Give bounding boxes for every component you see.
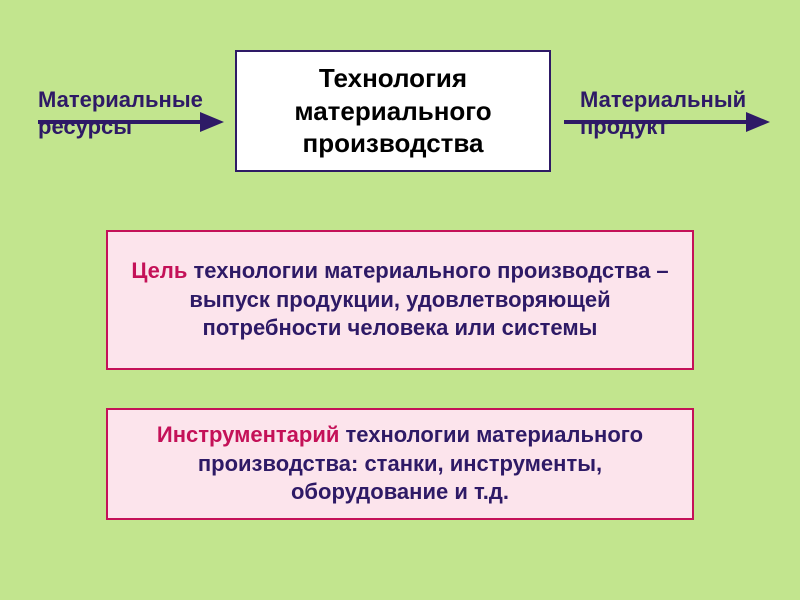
arrow-input [38, 120, 200, 124]
info-box-goal-inner: Цель технологии материального производст… [108, 247, 692, 353]
info-box-tools: Инструментарий технологии материального … [106, 408, 694, 520]
info-box-goal-rest: технологии материального производства – … [189, 258, 668, 340]
center-box-text: Технология материального производства [294, 62, 491, 160]
info-box-goal-accent: Цель [131, 258, 193, 283]
info-box-goal: Цель технологии материального производст… [106, 230, 694, 370]
input-label-text: Материальные ресурсы [38, 87, 203, 140]
arrow-output-head [746, 112, 770, 132]
arrow-output [564, 120, 746, 124]
info-box-tools-accent: Инструментарий [157, 422, 346, 447]
output-label-text: Материальный продукт [580, 87, 746, 140]
center-box: Технология материального производства [235, 50, 551, 172]
output-label: Материальный продукт [580, 58, 770, 141]
info-box-tools-inner: Инструментарий технологии материального … [108, 411, 692, 517]
arrow-input-head [200, 112, 224, 132]
